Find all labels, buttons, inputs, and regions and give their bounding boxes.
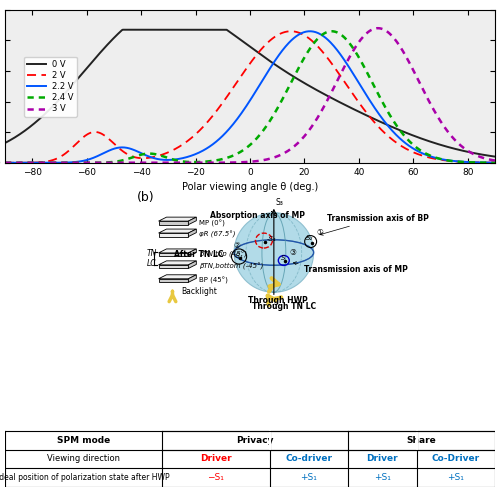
Text: −S₁: −S₁ xyxy=(208,473,224,482)
Text: ③: ③ xyxy=(290,248,296,257)
Polygon shape xyxy=(188,275,196,282)
Text: Absorption axis of MP: Absorption axis of MP xyxy=(210,211,306,220)
Polygon shape xyxy=(188,261,196,269)
Text: βTN,bottom (-45°): βTN,bottom (-45°) xyxy=(200,263,264,270)
Polygon shape xyxy=(158,261,196,265)
Polygon shape xyxy=(158,233,188,237)
Text: +S₁: +S₁ xyxy=(374,473,390,482)
Text: TN
LC: TN LC xyxy=(146,249,157,268)
Text: Driver: Driver xyxy=(366,455,398,463)
Text: Through HWP: Through HWP xyxy=(248,296,308,305)
Polygon shape xyxy=(158,265,188,269)
Polygon shape xyxy=(158,279,188,282)
Text: ①: ① xyxy=(316,228,323,237)
Text: Co-Driver: Co-Driver xyxy=(432,455,480,463)
Text: Transmission axis of MP: Transmission axis of MP xyxy=(294,262,408,275)
Polygon shape xyxy=(158,275,196,279)
Text: S₃: S₃ xyxy=(276,198,283,207)
Polygon shape xyxy=(158,253,188,256)
Text: ②: ② xyxy=(233,241,240,249)
Text: Share: Share xyxy=(406,436,436,445)
Text: SPM mode: SPM mode xyxy=(57,436,110,445)
Polygon shape xyxy=(158,249,196,253)
Text: βTN,top (45°): βTN,top (45°) xyxy=(200,251,248,258)
Polygon shape xyxy=(158,221,188,225)
Text: Viewing direction: Viewing direction xyxy=(47,455,120,463)
Polygon shape xyxy=(188,229,196,237)
X-axis label: Polar viewing angle θ (deg.): Polar viewing angle θ (deg.) xyxy=(182,182,318,192)
Text: Ideal position of polarization state after HWP: Ideal position of polarization state aft… xyxy=(0,473,170,482)
Circle shape xyxy=(234,213,314,292)
Text: S₂: S₂ xyxy=(306,235,314,241)
Legend: 0 V, 2 V, 2.2 V, 2.4 V, 3 V: 0 V, 2 V, 2.2 V, 2.4 V, 3 V xyxy=(24,57,77,117)
Text: Through TN LC: Through TN LC xyxy=(252,302,316,311)
Text: Backlight: Backlight xyxy=(182,287,218,296)
Text: Transmission axis of BP: Transmission axis of BP xyxy=(320,214,428,235)
Text: S: S xyxy=(281,255,285,261)
Text: Driver: Driver xyxy=(200,455,232,463)
Text: -S₁: -S₁ xyxy=(266,236,276,242)
Text: Co-driver: Co-driver xyxy=(286,455,333,463)
Text: -S₁: -S₁ xyxy=(234,253,243,259)
Polygon shape xyxy=(158,229,196,233)
Text: BP (45°): BP (45°) xyxy=(200,277,228,284)
Polygon shape xyxy=(158,217,196,221)
Text: Privacy: Privacy xyxy=(236,436,274,445)
Text: +S₁: +S₁ xyxy=(300,473,317,482)
Polygon shape xyxy=(188,249,196,256)
Text: φR (67.5°): φR (67.5°) xyxy=(200,231,236,239)
Text: After TN LC: After TN LC xyxy=(174,250,223,259)
Text: +S₁: +S₁ xyxy=(448,473,464,482)
Text: MP (0°): MP (0°) xyxy=(200,219,225,226)
Polygon shape xyxy=(188,217,196,225)
Text: (b): (b) xyxy=(136,191,154,204)
